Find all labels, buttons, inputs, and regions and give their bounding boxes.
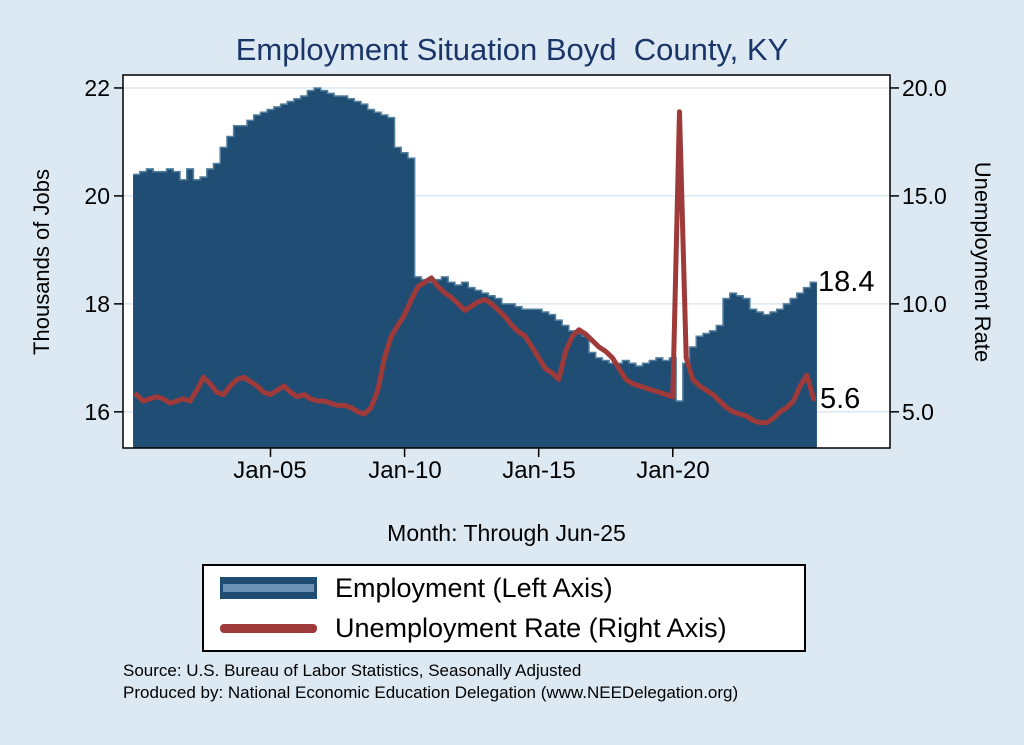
plot-border — [122, 74, 891, 449]
right-tick-label: 15.0 — [902, 183, 947, 209]
employment-swatch-icon — [220, 577, 317, 599]
right-tick-label: 10.0 — [902, 291, 947, 317]
x-tick-label: Jan-15 — [502, 457, 576, 484]
x-tick-label: Jan-05 — [233, 457, 307, 484]
employment-area — [133, 87, 817, 448]
right-tick-label: 20.0 — [902, 75, 947, 101]
right-axis-title: Unemployment Rate — [970, 161, 995, 363]
x-tick-label: Jan-10 — [368, 457, 442, 484]
left-tick-label: 20 — [84, 183, 110, 209]
right-tick-label: 5.0 — [902, 399, 934, 425]
legend-item-employment: Employment (Left Axis) — [220, 573, 804, 604]
unemployment-value-annotation: 5.6 — [820, 383, 861, 415]
producer-note: Produced by: National Economic Education… — [123, 683, 739, 702]
chart-title: Employment Situation Boyd County, KY — [235, 32, 789, 67]
x-axis-label: Month: Through Jun-25 — [387, 520, 626, 546]
unemployment-swatch-icon — [220, 623, 317, 633]
x-tick-label: Jan-20 — [636, 457, 710, 484]
legend: Employment (Left Axis) Unemployment Rate… — [202, 564, 806, 652]
left-tick-label: 22 — [84, 75, 110, 101]
left-tick-label: 16 — [84, 399, 110, 425]
left-axis-title: Thousands of Jobs — [29, 169, 54, 355]
source-note: Source: U.S. Bureau of Labor Statistics,… — [123, 661, 582, 680]
legend-label: Employment (Left Axis) — [335, 572, 613, 603]
unemployment-line — [133, 109, 817, 426]
employment-area-edge — [133, 87, 817, 402]
legend-label: Unemployment Rate (Right Axis) — [335, 612, 727, 643]
left-tick-label: 18 — [84, 291, 110, 317]
legend-item-unemployment: Unemployment Rate (Right Axis) — [220, 613, 804, 644]
employment-value-annotation: 18.4 — [818, 266, 875, 298]
